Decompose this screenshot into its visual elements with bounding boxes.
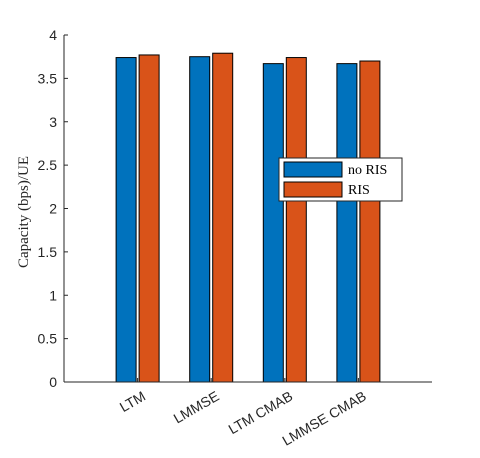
legend-label-no-ris: no RIS	[348, 163, 387, 178]
bar-no-ris-ltm-cmab	[262, 63, 284, 383]
x-tick-label: LMMSE CMAB	[279, 388, 369, 449]
bar-no-ris-lmmse	[189, 56, 211, 383]
y-tick-label: 2.5	[38, 157, 58, 173]
y-axis-label: Capacity (bps)/UE	[16, 156, 32, 268]
legend-label-ris: RIS	[348, 183, 370, 198]
legend-swatch-no-ris	[283, 161, 343, 178]
legend: no RIS RIS	[278, 157, 403, 202]
bar-ris-lmmse-cmab	[359, 60, 381, 383]
x-tick-label: LTM	[117, 388, 148, 415]
y-tick-label: 1.5	[38, 244, 58, 260]
bar-ris-lmmse	[212, 52, 234, 383]
bar-no-ris-ltm	[115, 57, 137, 383]
bar-ris-ltm-cmab	[285, 57, 307, 383]
x-tick-label: LTM CMAB	[226, 388, 296, 438]
bar-no-ris-lmmse-cmab	[336, 63, 358, 383]
y-tick-label: 0.5	[38, 331, 58, 347]
y-tick-label: 3	[49, 114, 57, 130]
y-tick-label: 3.5	[38, 70, 58, 86]
y-ticks: 0 0.5 1 1.5 2 2.5 3 3.5 4	[38, 27, 68, 390]
y-tick-label: 4	[49, 27, 57, 43]
x-tick-label: LMMSE	[171, 388, 222, 427]
bars-layer	[115, 52, 381, 383]
y-tick-label: 1	[49, 287, 57, 303]
legend-swatch-ris	[283, 181, 343, 198]
bar-ris-ltm	[138, 54, 160, 383]
y-tick-label: 2	[49, 201, 57, 217]
y-tick-label: 0	[49, 374, 57, 390]
